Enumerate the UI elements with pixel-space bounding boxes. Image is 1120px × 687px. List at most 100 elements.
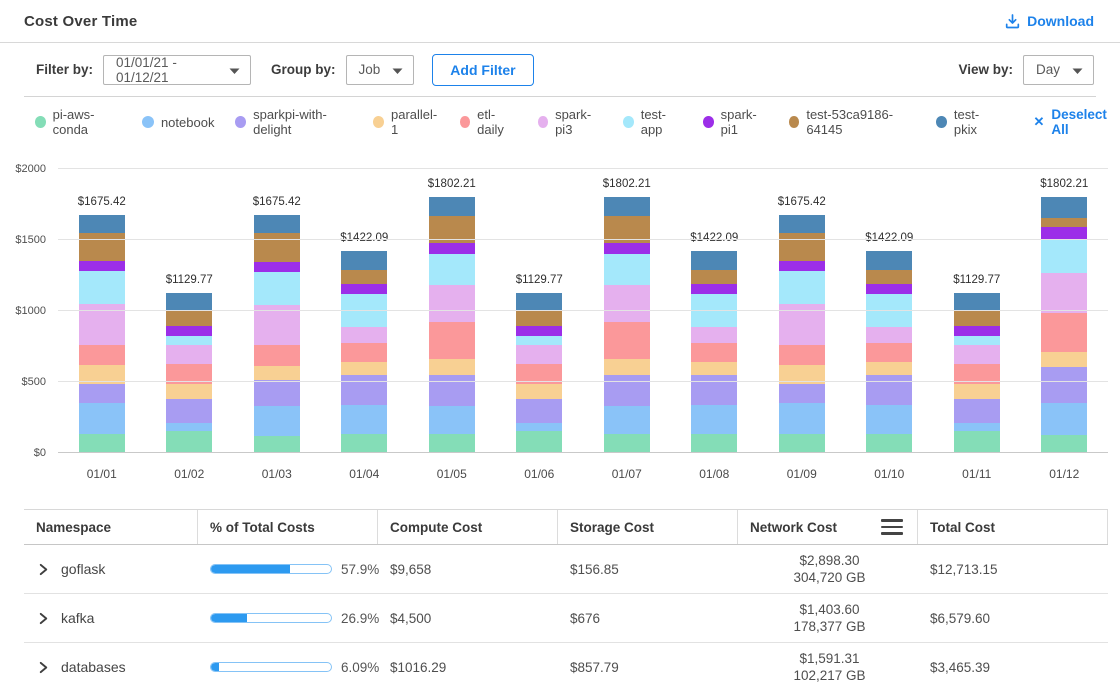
stacked-bar[interactable] [341,251,387,453]
bar-segment-sparkpi-with-delight[interactable] [516,399,562,423]
expand-namespace-cell[interactable]: kafka [24,594,197,642]
legend-item-notebook[interactable]: notebook [142,115,215,130]
bar-segment-test-app[interactable] [1041,239,1087,273]
bar-segment-pi-aws-conda[interactable] [954,431,1000,453]
bar-segment-spark-pi3[interactable] [166,345,212,364]
bar-segment-test-app[interactable] [604,254,650,285]
bar-segment-test-53ca9186-64145[interactable] [866,270,912,284]
bar-segment-spark-pi3[interactable] [516,345,562,364]
stacked-bar[interactable] [79,215,125,453]
bar-segment-test-app[interactable] [429,254,475,285]
bar-segment-test-53ca9186-64145[interactable] [166,311,212,325]
stacked-bar[interactable] [779,215,825,453]
bar-segment-spark-pi1[interactable] [166,326,212,337]
bar-segment-etl-daily[interactable] [779,345,825,365]
bar-segment-spark-pi3[interactable] [1041,273,1087,313]
bar-segment-spark-pi1[interactable] [691,284,737,294]
bar-segment-test-53ca9186-64145[interactable] [341,270,387,284]
bar-segment-spark-pi3[interactable] [604,285,650,322]
bar-segment-notebook[interactable] [954,423,1000,431]
bar-segment-sparkpi-with-delight[interactable] [954,399,1000,423]
bar-segment-notebook[interactable] [166,423,212,431]
bar-segment-test-app[interactable] [79,271,125,304]
bar-segment-notebook[interactable] [516,423,562,431]
bar-segment-spark-pi1[interactable] [954,326,1000,337]
stacked-bar[interactable] [866,251,912,453]
bar-segment-test-pkix[interactable] [604,197,650,216]
bar-segment-pi-aws-conda[interactable] [866,434,912,453]
bar-segment-test-pkix[interactable] [691,251,737,270]
bar-segment-sparkpi-with-delight[interactable] [341,375,387,405]
bar-segment-notebook[interactable] [1041,403,1087,435]
bar-segment-test-53ca9186-64145[interactable] [79,233,125,261]
group-by-select[interactable]: Job [346,55,415,85]
bar-segment-test-pkix[interactable] [866,251,912,270]
bar-segment-test-pkix[interactable] [79,215,125,233]
bar-segment-etl-daily[interactable] [691,343,737,362]
bar-segment-test-app[interactable] [516,336,562,345]
bar-segment-pi-aws-conda[interactable] [166,431,212,453]
bar-segment-parallel-1[interactable] [954,384,1000,400]
bar-segment-pi-aws-conda[interactable] [691,434,737,453]
bar-segment-test-pkix[interactable] [1041,197,1087,218]
bar-segment-notebook[interactable] [779,403,825,434]
bar-segment-test-pkix[interactable] [954,293,1000,312]
bar-segment-spark-pi3[interactable] [429,285,475,322]
bar-segment-sparkpi-with-delight[interactable] [79,384,125,404]
bar-segment-notebook[interactable] [691,405,737,434]
legend-item-spark-pi3[interactable]: spark-pi3 [538,107,603,137]
bar-segment-spark-pi1[interactable] [254,262,300,272]
legend-item-test-pkix[interactable]: test-pkix [936,107,996,137]
column-header-network[interactable]: Network Cost [737,510,917,544]
bar-segment-test-53ca9186-64145[interactable] [691,270,737,284]
bar-segment-parallel-1[interactable] [516,384,562,400]
menu-icon[interactable] [879,517,905,537]
chevron-right-icon[interactable] [37,563,50,576]
add-filter-button[interactable]: Add Filter [432,54,533,86]
bar-segment-spark-pi1[interactable] [1041,227,1087,239]
column-header-total[interactable]: Total Cost [917,510,1108,544]
bar-segment-notebook[interactable] [604,406,650,434]
legend-item-parallel-1[interactable]: parallel-1 [373,107,438,137]
expand-namespace-cell[interactable]: databases [24,643,197,687]
bar-segment-etl-daily[interactable] [429,322,475,359]
bar-segment-spark-pi3[interactable] [954,345,1000,364]
bar-segment-test-pkix[interactable] [516,293,562,312]
bar-segment-parallel-1[interactable] [866,362,912,375]
bar-segment-spark-pi3[interactable] [866,327,912,343]
bar-segment-parallel-1[interactable] [691,362,737,375]
bar-segment-spark-pi1[interactable] [866,284,912,294]
bar-segment-notebook[interactable] [79,403,125,434]
bar-segment-sparkpi-with-delight[interactable] [779,384,825,404]
legend-item-etl-daily[interactable]: etl-daily [460,107,517,137]
bar-segment-test-pkix[interactable] [341,251,387,270]
bar-segment-etl-daily[interactable] [79,345,125,365]
legend-item-spark-pi1[interactable]: spark-pi1 [703,107,768,137]
bar-segment-test-53ca9186-64145[interactable] [779,233,825,261]
bar-segment-sparkpi-with-delight[interactable] [254,380,300,406]
bar-segment-sparkpi-with-delight[interactable] [604,375,650,407]
bar-segment-parallel-1[interactable] [604,359,650,375]
column-header-namespace[interactable]: Namespace [24,510,197,544]
column-header-percent[interactable]: % of Total Costs [197,510,377,544]
bar-segment-pi-aws-conda[interactable] [779,434,825,453]
bar-segment-parallel-1[interactable] [1041,352,1087,366]
bar-segment-spark-pi3[interactable] [341,327,387,343]
bar-segment-parallel-1[interactable] [254,366,300,381]
expand-namespace-cell[interactable]: goflask [24,545,197,593]
stacked-bar[interactable] [254,215,300,453]
bar-segment-spark-pi1[interactable] [516,326,562,337]
deselect-all-button[interactable]: ✕ Deselect All [1033,107,1120,137]
bar-segment-pi-aws-conda[interactable] [1041,435,1087,453]
bar-segment-test-app[interactable] [254,272,300,305]
bar-segment-spark-pi1[interactable] [779,261,825,271]
bar-segment-pi-aws-conda[interactable] [341,434,387,453]
bar-segment-parallel-1[interactable] [166,384,212,400]
stacked-bar[interactable] [516,293,562,453]
bar-segment-etl-daily[interactable] [866,343,912,362]
bar-segment-test-53ca9186-64145[interactable] [516,311,562,325]
stacked-bar[interactable] [604,197,650,453]
bar-segment-etl-daily[interactable] [341,343,387,362]
bar-segment-etl-daily[interactable] [1041,313,1087,353]
bar-segment-spark-pi1[interactable] [79,261,125,271]
